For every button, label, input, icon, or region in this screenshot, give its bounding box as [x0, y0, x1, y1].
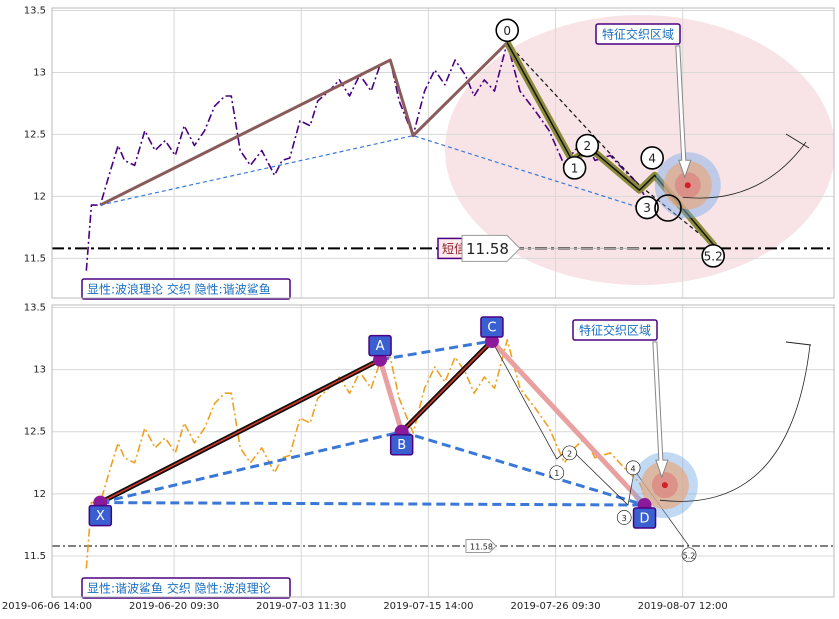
wave-label: 4 [648, 151, 656, 165]
x-tick-label: 2019-07-15 14:00 [383, 601, 473, 612]
zone-label: 特征交织区域 [579, 323, 651, 338]
wave-marker [549, 465, 565, 481]
wave-marker [562, 156, 587, 180]
pattern-line [506, 42, 715, 247]
signal-label: 短信 [442, 242, 466, 256]
level-label: 11.58 [470, 543, 493, 552]
pattern-label-box [88, 504, 113, 527]
zone-ellipse [445, 15, 834, 285]
level-label-box [465, 539, 497, 554]
arc [659, 344, 811, 502]
y-tick-label: 12 [33, 489, 46, 500]
pattern-line-core [401, 340, 493, 433]
note-box [81, 278, 291, 300]
x-tick-label: 2019-08-07 12:00 [638, 601, 728, 612]
wave-marker [616, 510, 632, 525]
y-tick-label: 13 [33, 67, 46, 78]
wave-label: 4 [631, 464, 636, 473]
plot-frame [51, 7, 835, 299]
wave-label: 5.2 [683, 551, 696, 560]
wave-label: 3 [643, 201, 651, 215]
pattern-line [379, 339, 493, 362]
wave-label: 0 [503, 24, 511, 38]
pattern-line [99, 430, 403, 505]
x-tick-label: 2019-06-20 09:30 [129, 601, 219, 612]
arc-cap [785, 133, 810, 149]
x-tick-label: 2019-06-06 14:00 [2, 601, 92, 612]
pattern-line [490, 339, 647, 507]
pattern-line [100, 501, 645, 507]
wave-marker [681, 547, 697, 563]
y-tick-label: 11.5 [24, 551, 46, 562]
target [684, 182, 691, 189]
pattern-line-core [99, 359, 381, 504]
pattern-label: X [96, 509, 105, 524]
panel [52, 305, 834, 597]
zone-box [595, 23, 681, 45]
pattern-label-box [389, 433, 414, 456]
pattern-label: A [376, 339, 385, 354]
wave-label: 1 [571, 161, 579, 175]
pattern-line [377, 358, 405, 433]
zone-arrow [675, 45, 692, 179]
wave-marker [640, 146, 664, 170]
y-tick-label: 13.5 [24, 302, 46, 313]
wave-marker [635, 195, 659, 220]
pattern-line [100, 135, 648, 211]
pattern-label: C [487, 321, 496, 336]
pattern-label-box [368, 334, 392, 357]
wave-label: 2 [567, 449, 572, 458]
y-tick-label: 13 [33, 365, 46, 376]
target [661, 482, 668, 489]
wave-label: 2 [584, 139, 592, 153]
zone-label: 特征交织区域 [602, 27, 674, 42]
zone-box [572, 319, 658, 341]
note-label: 显性:波浪理论 交织 隐性:谐波鲨鱼 [87, 282, 271, 297]
price-line [85, 41, 652, 271]
pattern-line [99, 41, 509, 207]
wave-marker [495, 18, 520, 43]
pattern-label: B [397, 438, 406, 453]
wave-label: 3 [622, 514, 627, 523]
wave-label: 1 [554, 469, 559, 478]
pattern-label-box [480, 316, 504, 338]
wave-marker [575, 133, 600, 158]
arc-cap [785, 341, 812, 346]
wave-marker [562, 445, 577, 461]
price-line [85, 338, 652, 569]
y-tick-label: 12 [33, 191, 46, 202]
x-tick-label: 2019-07-26 09:30 [510, 601, 600, 612]
note-label: 显性:谐波鲨鱼 交织 隐性:波浪理论 [87, 581, 271, 596]
y-tick-label: 12.5 [24, 129, 46, 140]
y-tick-label: 12.5 [24, 427, 46, 438]
zone-arrow [652, 341, 669, 479]
x-tick-label: 2019-07-03 11:30 [256, 601, 346, 612]
pattern-label: D [640, 512, 650, 527]
arc [682, 141, 807, 199]
pattern-label-box [632, 507, 657, 529]
note-box [81, 577, 291, 599]
plot-frame [51, 304, 835, 598]
level-label: 11.58 [466, 240, 509, 258]
wave-marker [701, 244, 726, 268]
panel [52, 8, 834, 298]
y-tick-label: 13.5 [24, 5, 46, 16]
level-label-box [461, 234, 521, 262]
y-tick-label: 11.5 [24, 253, 46, 264]
wave-marker [625, 460, 641, 476]
pattern-line [401, 430, 645, 507]
wave-label: 5.2 [704, 249, 723, 263]
wave-marker-extra [654, 194, 682, 222]
